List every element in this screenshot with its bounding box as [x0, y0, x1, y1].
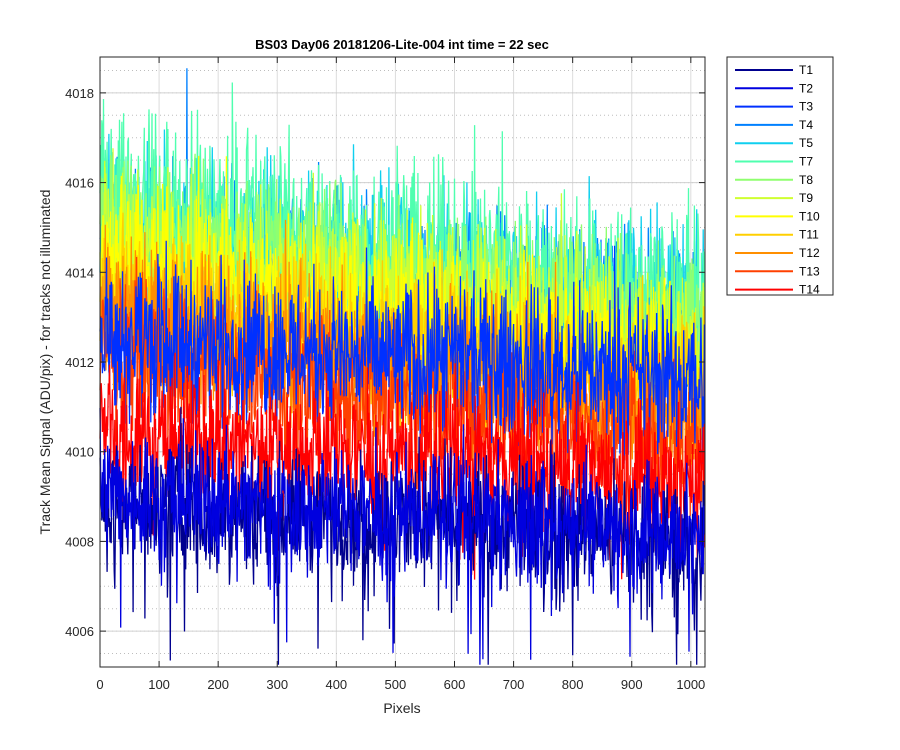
legend-label-t11: T11	[799, 228, 819, 242]
x-tick-label: 1000	[676, 677, 705, 692]
x-tick-label: 900	[621, 677, 643, 692]
legend-label-t14: T14	[799, 283, 820, 297]
x-tick-label: 800	[562, 677, 584, 692]
axis-ticks: 0 100 200 300 400 500 600 700 800 900 1000 4006 4008…	[65, 57, 705, 692]
y-tick-label: 4008	[65, 534, 94, 549]
legend-label-t7: T7	[799, 155, 813, 169]
series-line-t2	[99, 407, 706, 665]
legend-label-t9: T9	[799, 191, 813, 205]
legend-label-t13: T13	[799, 264, 820, 278]
series-line-t14	[99, 352, 706, 580]
legend-label-t1: T1	[799, 63, 813, 77]
x-tick-label: 200	[207, 677, 229, 692]
legend-label-t4: T4	[799, 118, 813, 132]
legend-label-t12: T12	[799, 246, 820, 260]
y-tick-label: 4006	[65, 624, 94, 639]
x-tick-label: 500	[385, 677, 407, 692]
x-tick-label: 100	[148, 677, 170, 692]
y-tick-label: 4014	[65, 265, 94, 280]
y-tick-label: 4012	[65, 355, 94, 370]
y-tick-label: 4016	[65, 176, 94, 191]
y-tick-label: 4010	[65, 445, 94, 460]
y-tick-label: 4018	[65, 86, 94, 101]
legend: T1 T2 T3 T4 T5 T7 T8 T9 T10 T11 T12 T13 T14	[726, 56, 834, 297]
legend-box	[726, 56, 834, 296]
x-tick-label: 600	[444, 677, 466, 692]
chart-title: BS03 Day06 20181206-Lite-004 int time = …	[255, 37, 549, 52]
y-axis-label: Track Mean Signal (ADU/pix) - for tracks…	[37, 190, 53, 535]
series-line-t3	[99, 240, 706, 471]
x-tick-label: 700	[503, 677, 525, 692]
legend-label-t5: T5	[799, 136, 813, 150]
legend-label-t10: T10	[799, 209, 820, 223]
x-axis-label: Pixels	[383, 700, 420, 716]
legend-label-t3: T3	[799, 100, 813, 114]
x-tick-label: 300	[266, 677, 288, 692]
plot-lines	[99, 68, 706, 665]
x-tick-label: 400	[325, 677, 347, 692]
legend-label-t2: T2	[799, 81, 813, 95]
legend-label-t8: T8	[799, 173, 813, 187]
x-tick-label: 0	[96, 677, 103, 692]
